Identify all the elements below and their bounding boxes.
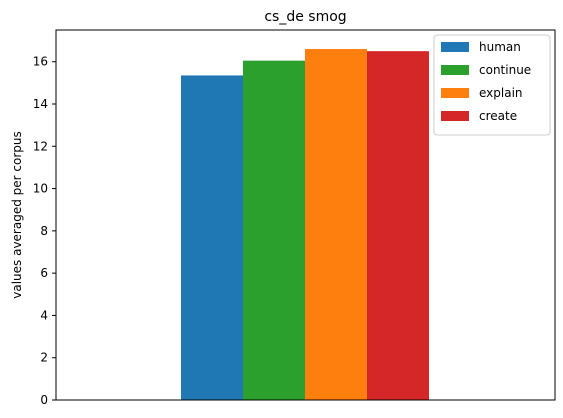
legend-swatch-explain (441, 88, 469, 98)
legend-swatch-continue (441, 65, 469, 75)
y-tick-label: 10 (33, 182, 48, 196)
bar-continue (243, 60, 305, 401)
legend-frame (433, 34, 551, 136)
y-axis-ticks: 0 2 4 6 8 10 12 14 16 (33, 55, 56, 407)
y-tick-label: 4 (40, 308, 48, 322)
y-axis-label: values averaged per corpus (10, 131, 24, 299)
bar-create (367, 51, 429, 401)
y-tick-label: 12 (33, 139, 48, 153)
legend-label-human: human (479, 40, 521, 54)
chart-title: cs_de smog (264, 9, 346, 25)
y-tick-label: 16 (33, 55, 48, 69)
legend-label-continue: continue (479, 63, 531, 77)
legend-swatch-create (441, 111, 469, 121)
legend-label-explain: explain (479, 86, 523, 100)
y-tick-label: 0 (40, 393, 48, 407)
y-tick-label: 6 (40, 266, 48, 280)
y-tick-label: 2 (40, 351, 48, 365)
y-tick-label: 14 (33, 97, 48, 111)
bar-explain (305, 49, 367, 401)
legend: human continue explain create (433, 34, 551, 136)
legend-label-create: create (479, 109, 517, 123)
legend-swatch-human (441, 42, 469, 52)
bar-human (181, 75, 243, 400)
y-tick-label: 8 (40, 224, 48, 238)
plot-frame (55, 29, 556, 401)
bars-group (181, 49, 429, 401)
